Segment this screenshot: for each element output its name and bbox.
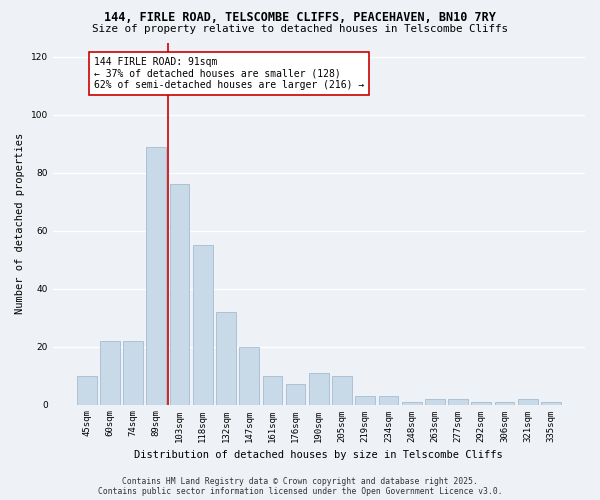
- Bar: [193, 246, 212, 404]
- Bar: [379, 396, 398, 404]
- Bar: [286, 384, 305, 404]
- Bar: [518, 399, 538, 404]
- Bar: [216, 312, 236, 404]
- Bar: [355, 396, 375, 404]
- Text: Contains HM Land Registry data © Crown copyright and database right 2025.
Contai: Contains HM Land Registry data © Crown c…: [98, 476, 502, 496]
- Text: Size of property relative to detached houses in Telscombe Cliffs: Size of property relative to detached ho…: [92, 24, 508, 34]
- X-axis label: Distribution of detached houses by size in Telscombe Cliffs: Distribution of detached houses by size …: [134, 450, 503, 460]
- Bar: [77, 376, 97, 404]
- Bar: [402, 402, 422, 404]
- Bar: [100, 341, 120, 404]
- Bar: [123, 341, 143, 404]
- Bar: [541, 402, 561, 404]
- Bar: [332, 376, 352, 404]
- Bar: [170, 184, 190, 404]
- Bar: [263, 376, 282, 404]
- Text: 144 FIRLE ROAD: 91sqm
← 37% of detached houses are smaller (128)
62% of semi-det: 144 FIRLE ROAD: 91sqm ← 37% of detached …: [94, 57, 364, 90]
- Bar: [309, 372, 329, 404]
- Bar: [239, 346, 259, 405]
- Bar: [448, 399, 468, 404]
- Bar: [425, 399, 445, 404]
- Bar: [472, 402, 491, 404]
- Text: 144, FIRLE ROAD, TELSCOMBE CLIFFS, PEACEHAVEN, BN10 7RY: 144, FIRLE ROAD, TELSCOMBE CLIFFS, PEACE…: [104, 11, 496, 24]
- Y-axis label: Number of detached properties: Number of detached properties: [15, 133, 25, 314]
- Bar: [494, 402, 514, 404]
- Bar: [146, 147, 166, 405]
